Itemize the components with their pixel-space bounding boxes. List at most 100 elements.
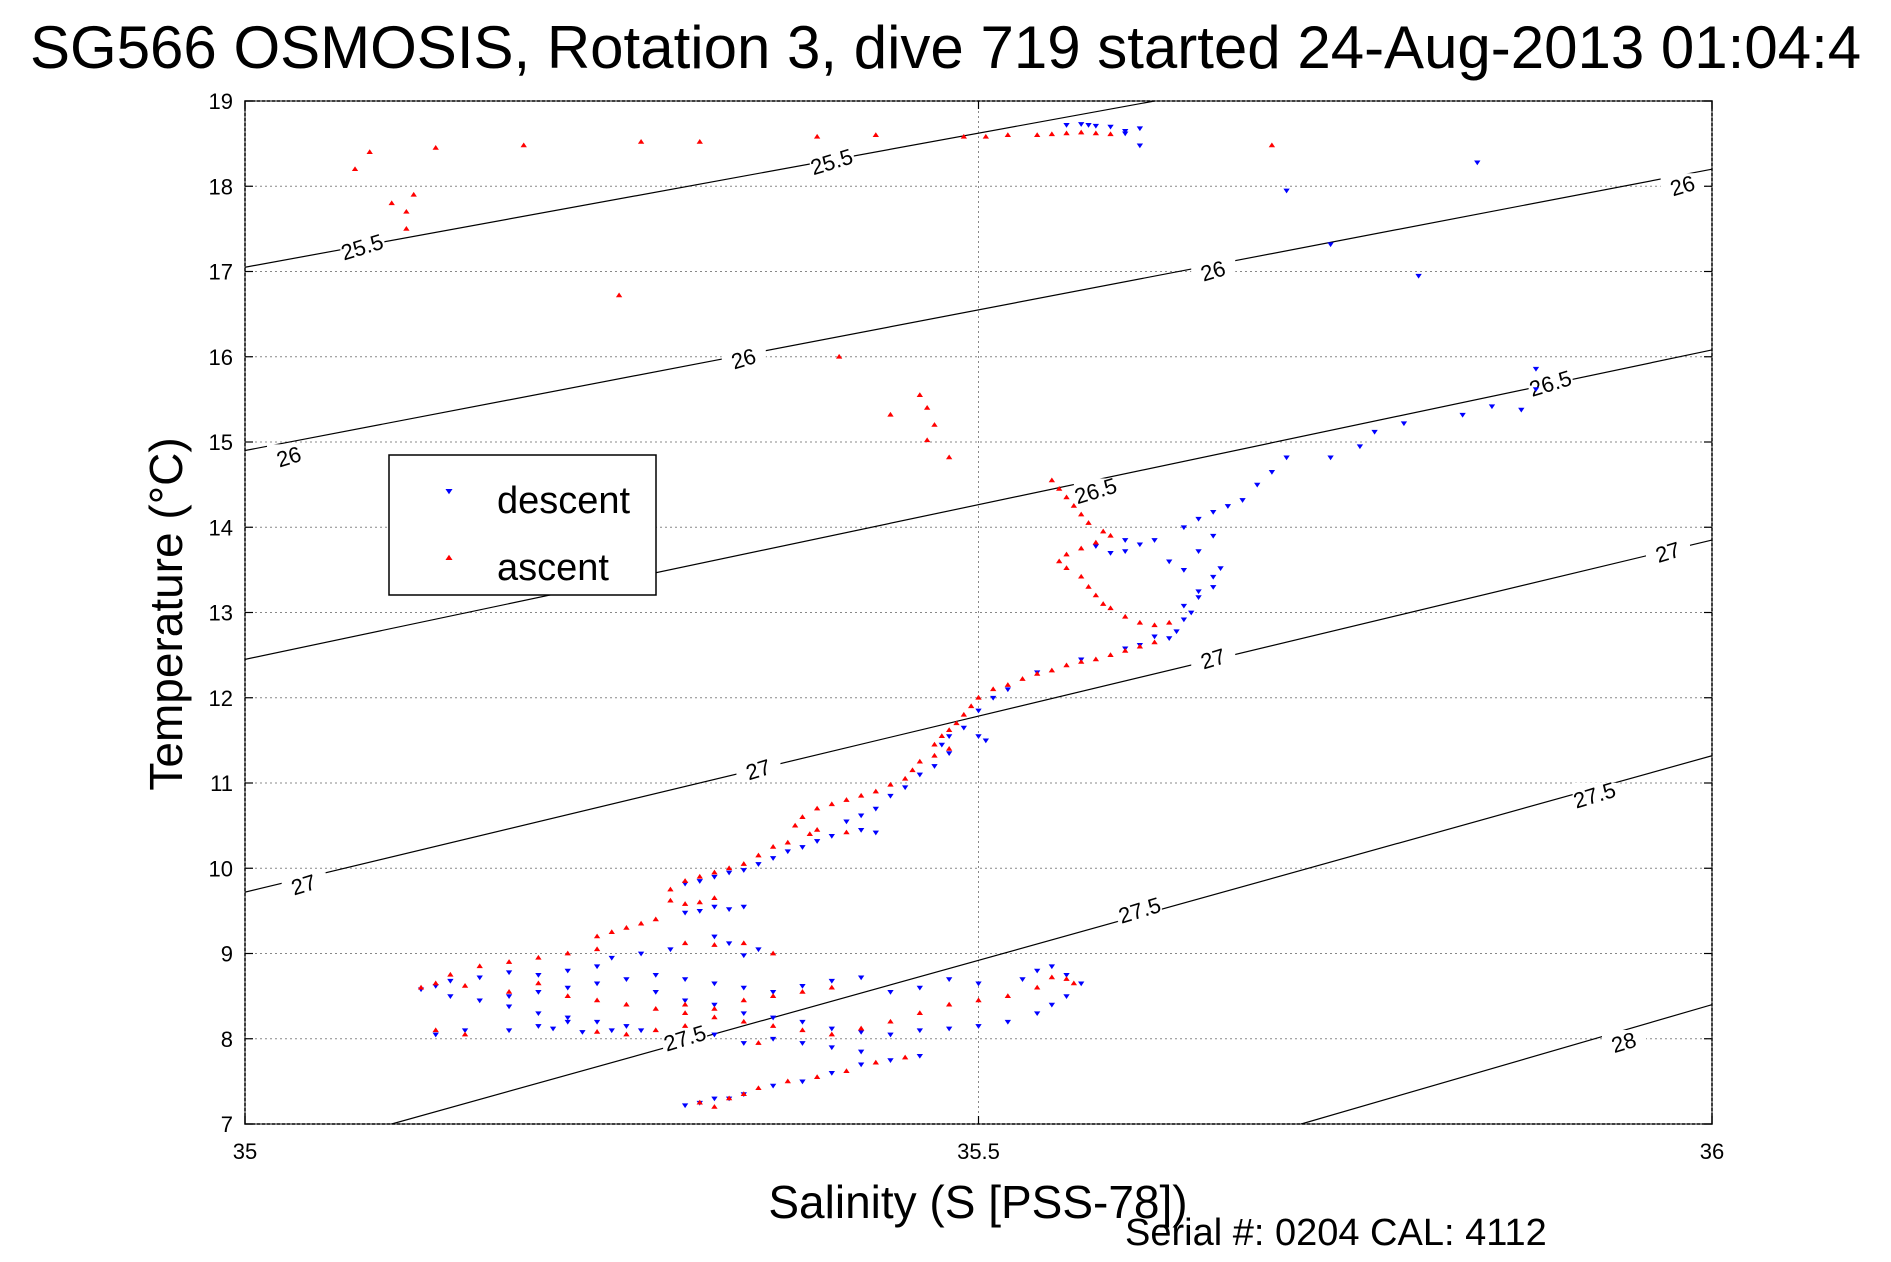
ascent-point	[447, 971, 454, 977]
ascent-point	[938, 733, 945, 738]
descent-point	[1415, 273, 1422, 279]
ascent-point	[960, 711, 967, 717]
ascent-point	[1004, 993, 1012, 998]
contour-label-bg	[1073, 478, 1118, 503]
contour-label-bg	[809, 149, 854, 174]
descent-point	[755, 947, 762, 953]
descent-point	[564, 985, 571, 991]
descent-point	[1180, 568, 1188, 573]
descent-point	[740, 904, 747, 910]
descent-point	[769, 1083, 777, 1089]
contour-label-bg	[267, 444, 312, 469]
y-axis-label: Temperature (°C)	[140, 437, 192, 790]
descent-point	[564, 1015, 571, 1021]
ascent-point	[623, 1031, 630, 1037]
descent-point	[681, 910, 689, 916]
descent-point	[1107, 124, 1114, 130]
ascent-point	[791, 822, 799, 828]
descent-point	[476, 975, 483, 981]
ascent-point	[476, 963, 483, 969]
descent-point	[1063, 123, 1070, 128]
ascent-point	[1048, 667, 1056, 673]
descent-point	[667, 947, 674, 953]
descent-point	[1048, 1002, 1056, 1008]
descent-point	[1210, 510, 1217, 515]
ascent-point	[696, 873, 703, 879]
legend: descent ascent	[388, 454, 657, 596]
ascent-point	[755, 852, 762, 858]
descent-point	[857, 1049, 865, 1055]
y-tick-label: 19	[209, 89, 233, 114]
ascent-point	[1056, 486, 1063, 491]
descent-point	[901, 785, 909, 791]
ascent-point	[1070, 980, 1078, 986]
descent-point	[461, 1028, 469, 1034]
x-axis-label: Salinity (S [PSS-78])	[768, 1176, 1187, 1228]
descent-point	[1210, 574, 1217, 580]
ascent-point	[1107, 532, 1114, 538]
descent-point	[938, 742, 945, 748]
descent-point	[535, 972, 542, 978]
descent-point	[623, 977, 630, 982]
descent-point	[579, 1030, 586, 1035]
ascent-point	[623, 1001, 630, 1007]
ascent-point	[593, 933, 601, 939]
ascent-point	[652, 1006, 659, 1011]
ascent-point	[1078, 573, 1085, 579]
ascent-point	[1056, 558, 1063, 564]
ascent-point	[1078, 129, 1085, 135]
descent-point	[1518, 407, 1525, 413]
ascent-point	[799, 988, 806, 994]
contour-label-bg	[736, 757, 781, 782]
descent-point	[711, 904, 718, 910]
descent-point	[1063, 994, 1070, 1000]
descent-point	[505, 970, 513, 976]
descent-point	[1048, 964, 1056, 970]
descent-point	[916, 1053, 923, 1059]
descent-point	[857, 828, 865, 833]
descent-point	[1173, 629, 1180, 635]
ascent-point	[1092, 656, 1100, 662]
ascent-point	[755, 1040, 762, 1045]
ascent-point	[432, 980, 439, 986]
y-tick-label: 12	[209, 686, 233, 711]
ascent-point	[901, 1054, 909, 1060]
ascent-point	[828, 984, 835, 990]
descent-point	[916, 985, 923, 991]
descent-point	[769, 856, 777, 861]
descent-point	[843, 819, 850, 825]
descent-point	[931, 764, 938, 769]
ascent-point	[1166, 619, 1173, 625]
descent-point	[637, 1028, 645, 1034]
descent-point	[711, 874, 718, 880]
ascent-point	[711, 895, 718, 900]
descent-point	[813, 839, 821, 844]
ascent-point	[740, 1091, 747, 1097]
descent-point	[432, 1032, 439, 1038]
descent-point	[887, 1058, 894, 1063]
descent-point	[1166, 636, 1173, 641]
y-tick-label: 13	[209, 601, 233, 626]
y-tick-label: 8	[221, 1027, 233, 1052]
descent-point	[1400, 421, 1408, 427]
y-tick-label: 14	[209, 515, 233, 540]
descent-point	[1180, 603, 1188, 609]
descent-point	[1188, 610, 1195, 616]
descent-point	[593, 1019, 601, 1025]
ascent-point	[916, 758, 923, 764]
ascent-point	[681, 901, 689, 906]
ascent-point	[637, 139, 645, 144]
descent-point	[1151, 538, 1158, 543]
contour-label-bg	[1191, 258, 1236, 283]
descent-point	[799, 1079, 806, 1085]
descent-point	[623, 1024, 630, 1029]
descent-point	[740, 985, 747, 991]
ascent-point	[1092, 130, 1100, 136]
descent-point	[828, 1045, 835, 1051]
contour-label-bg	[1660, 173, 1705, 198]
ascent-point	[1078, 545, 1085, 551]
ascent-point	[1268, 142, 1276, 148]
descent-point	[1166, 559, 1173, 565]
contour-line-25-5	[245, 101, 1155, 268]
